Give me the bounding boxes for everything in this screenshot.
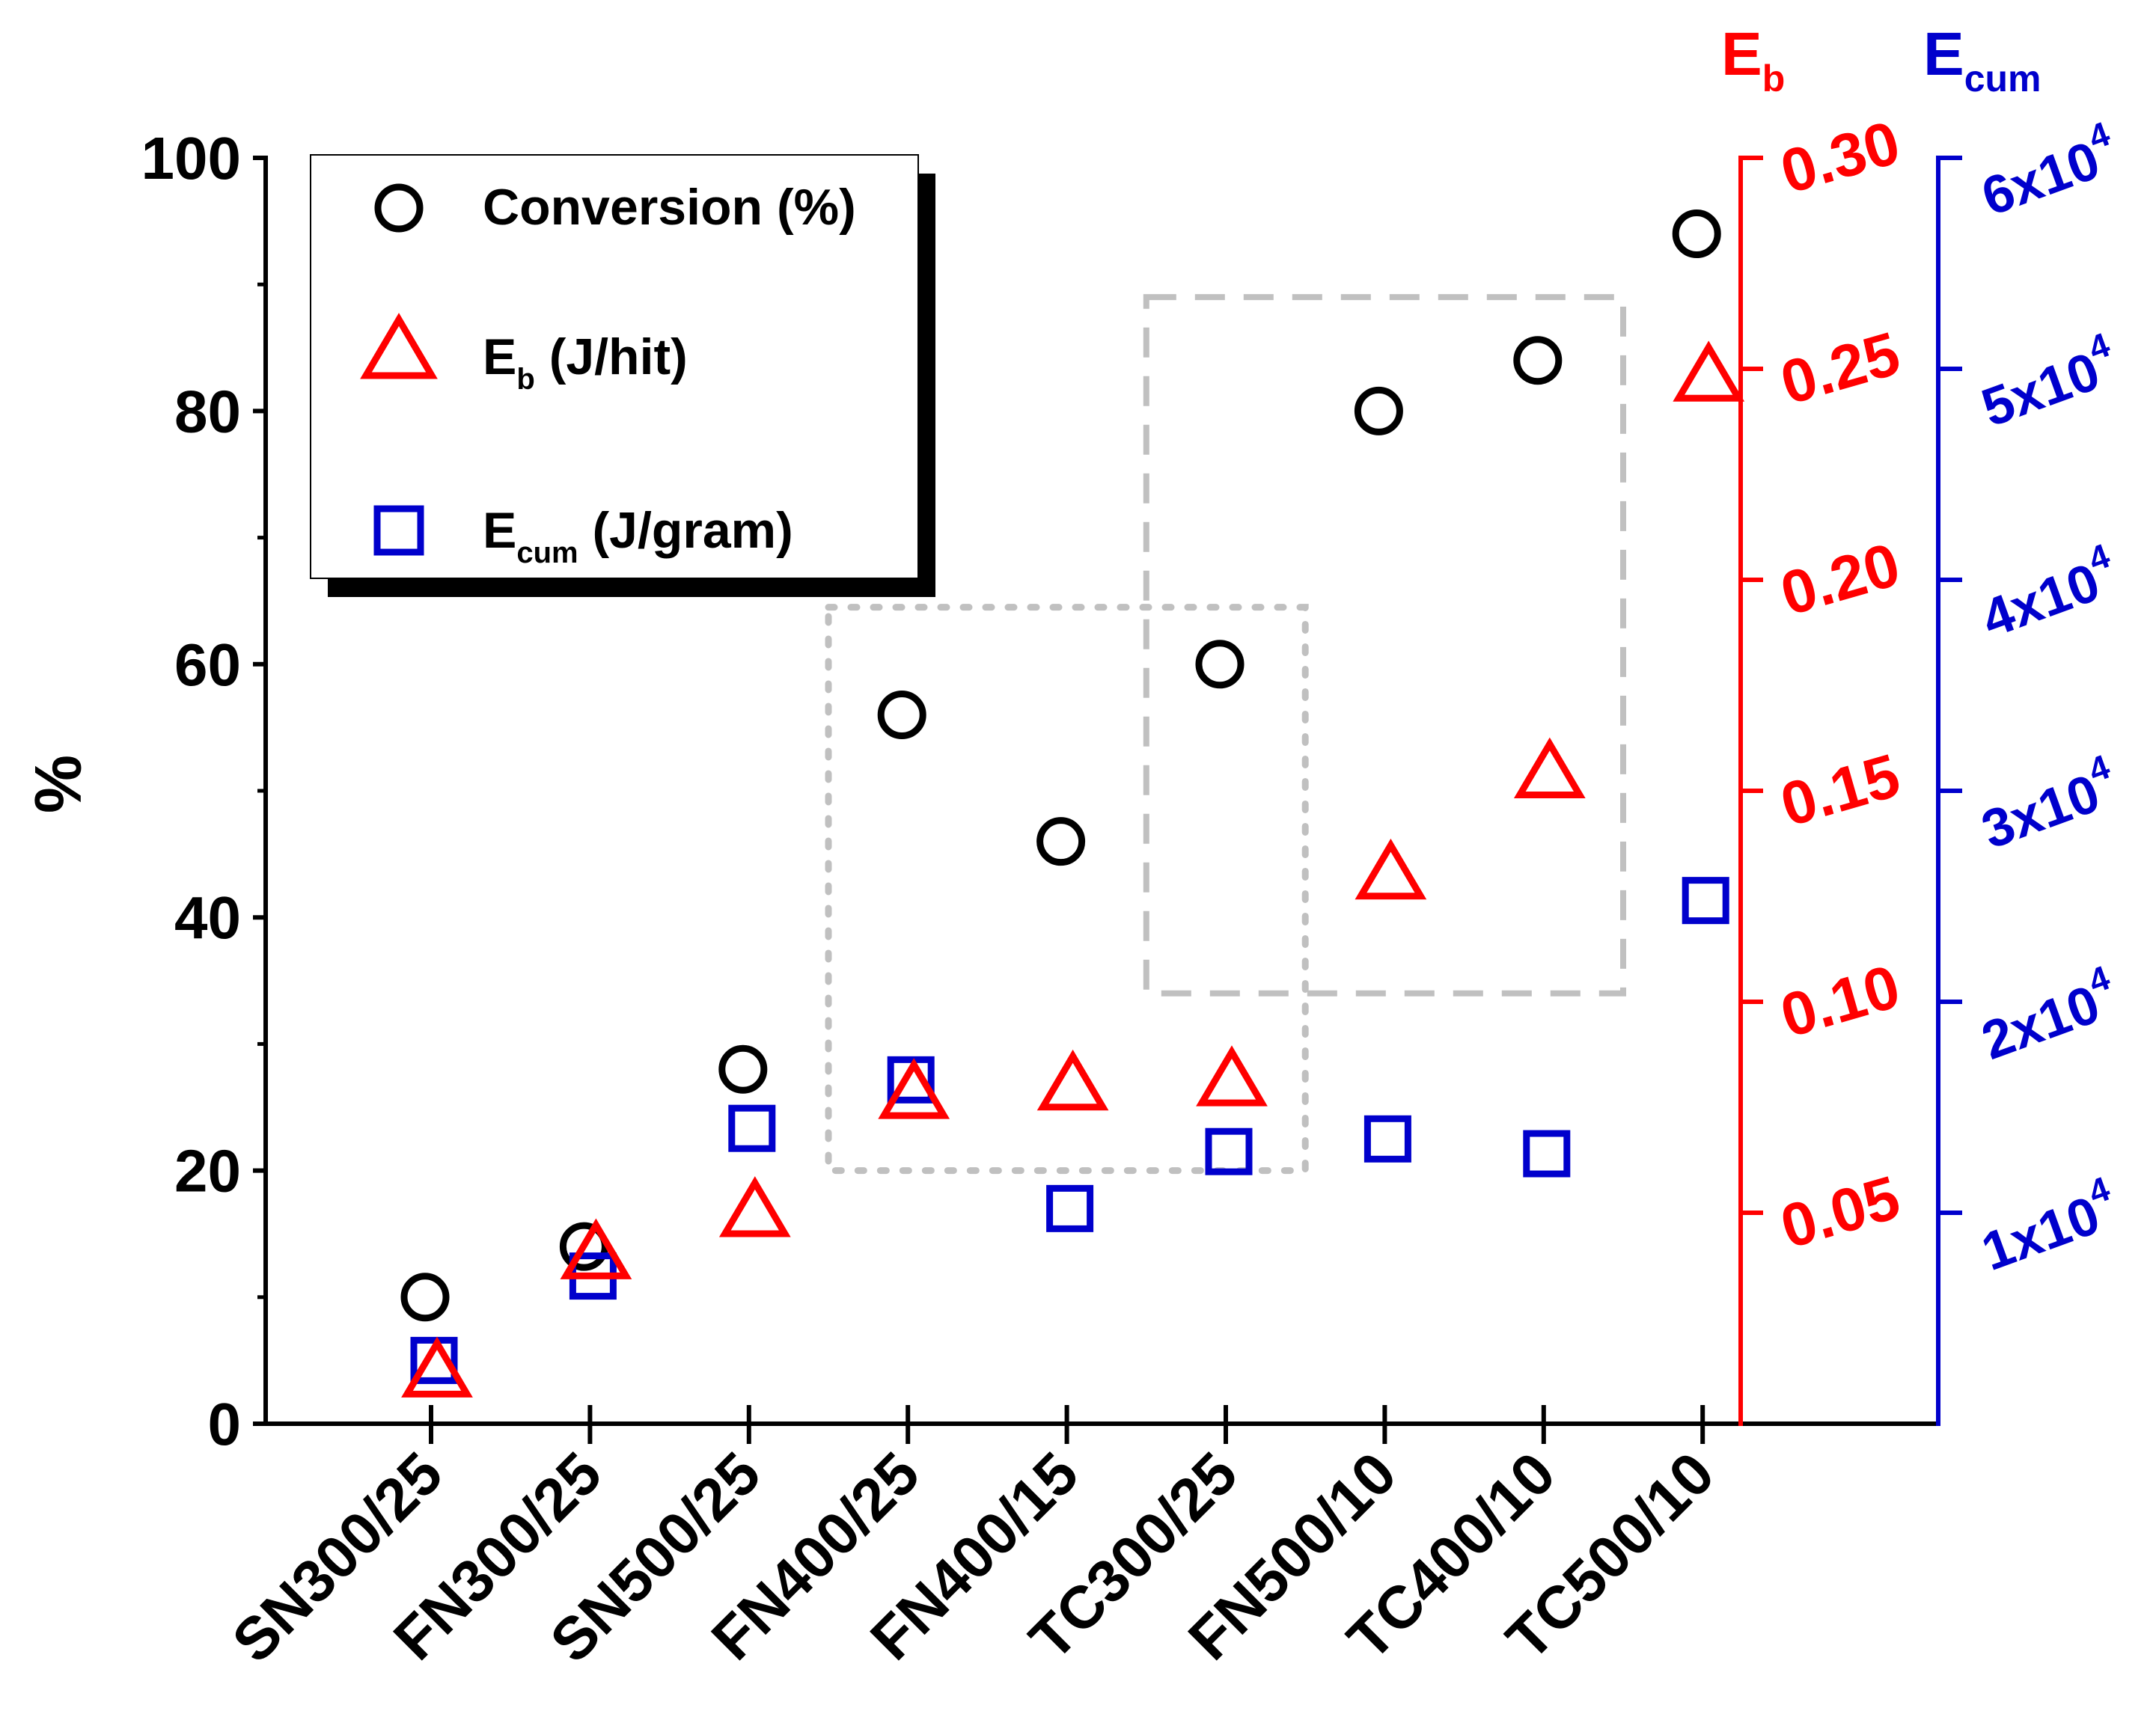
data-markers	[400, 209, 1745, 1398]
ecum-tick-label: 5x104	[1970, 325, 2125, 438]
conversion-point	[1513, 336, 1563, 385]
ecum-tick-mantissa: 1x10	[1974, 1185, 2107, 1282]
legend-triangle-marker	[360, 313, 438, 379]
eb-tick-label: 0.20	[1774, 530, 1908, 628]
left-tick-label: 20	[174, 1138, 241, 1205]
conversion-point	[400, 1273, 450, 1322]
eb-tick-label: 0.10	[1774, 952, 1908, 1050]
ecum-tick-label: 1x104	[1970, 1169, 2125, 1282]
dashed-highlight-box	[1143, 294, 1627, 997]
legend-label-ecum: Ecum (J/gram)	[483, 502, 793, 569]
conversion-point	[1672, 209, 1721, 259]
ecum-point	[1046, 1184, 1094, 1232]
ecum-axis-ticks: 1x104 2x104 3x104 4x104 5x104 6x104	[1938, 114, 2125, 1282]
conversion-point	[1195, 640, 1245, 689]
ecum-tick-label: 2x104	[1970, 958, 2125, 1071]
eb-tick-label: 0.25	[1774, 319, 1908, 417]
eb-point	[560, 1218, 632, 1279]
legend-label-eb: Eb (J/hit)	[483, 328, 688, 396]
conversion-point	[718, 1044, 768, 1094]
ecum-point	[728, 1104, 776, 1152]
left-axis-title: %	[21, 755, 95, 813]
eb-tick-label: 0.15	[1774, 741, 1908, 839]
ecum-tick-mantissa: 6x10	[1974, 130, 2107, 227]
eb-axis-title-sub: b	[1762, 58, 1786, 100]
ecum-axis-title-main: E	[1923, 20, 1964, 88]
ecum-tick-label: 3x104	[1970, 747, 2125, 860]
legend-label-ecum-rest: (J/gram)	[578, 502, 793, 559]
x-axis-ticks: SN300/25FN300/25SN500/25FN400/25FN400/15…	[219, 1405, 1726, 1675]
eb-point	[401, 1336, 473, 1398]
ecum-point	[1523, 1130, 1571, 1178]
conversion-point	[877, 690, 926, 739]
eb-point	[1673, 340, 1745, 402]
ecum-point	[1682, 877, 1729, 925]
ecum-axis-title: Ecum	[1923, 20, 2042, 100]
eb-tick-label: 0.30	[1774, 108, 1908, 206]
eb-point	[1036, 1049, 1109, 1111]
ecum-tick-mantissa: 2x10	[1974, 974, 2107, 1071]
legend: Conversion (%) Eb (J/hit) Ecum (J/gram)	[310, 154, 935, 597]
legend-square-marker	[373, 505, 424, 556]
eb-tick-label: 0.05	[1774, 1163, 1908, 1261]
conversion-point	[1036, 817, 1086, 866]
ecum-point	[1205, 1127, 1253, 1175]
eb-axis-title-main: E	[1721, 20, 1762, 88]
eb-point	[1513, 737, 1586, 798]
ecum-tick-mantissa: 5x10	[1974, 341, 2107, 438]
ecum-tick-label: 4x104	[1970, 536, 2125, 649]
ecum-axis-title-sub: cum	[1964, 58, 2042, 100]
left-tick-label: 0	[208, 1391, 242, 1457]
conversion-point	[1354, 386, 1403, 435]
left-tick-label: 80	[174, 378, 241, 444]
dotted-highlight-box	[825, 604, 1309, 1175]
left-tick-label: 40	[174, 884, 241, 951]
left-tick-label: 60	[174, 631, 241, 698]
ecum-tick-mantissa: 3x10	[1974, 763, 2107, 860]
legend-label-ecum-main: E	[483, 502, 516, 559]
left-tick-label: 100	[141, 125, 241, 192]
ecum-tick-mantissa: 4x10	[1974, 552, 2107, 649]
eb-axis-title: Eb	[1721, 20, 1785, 100]
eb-point	[1196, 1045, 1268, 1107]
ecum-point	[410, 1336, 458, 1384]
eb-point	[878, 1058, 950, 1119]
left-axis-ticks: 0 20 40 60 80 100	[141, 125, 266, 1457]
ecum-point	[1363, 1115, 1411, 1163]
eb-point	[1355, 838, 1427, 900]
legend-label-conversion-main: Conversion (%)	[483, 179, 856, 236]
legend-label-eb-main: E	[483, 328, 516, 385]
ecum-point	[887, 1056, 935, 1104]
legend-label-conversion: Conversion (%)	[483, 179, 856, 236]
legend-label-eb-sub: b	[516, 363, 534, 396]
legend-label-eb-rest: (J/hit)	[535, 328, 688, 385]
legend-label-ecum-sub: cum	[516, 536, 578, 569]
eb-point	[718, 1176, 791, 1237]
ecum-tick-label: 6x104	[1970, 114, 2125, 227]
eb-axis-ticks: 0.05 0.10 0.15 0.20 0.25 0.30	[1741, 108, 1907, 1261]
legend-circle-marker	[374, 183, 424, 233]
